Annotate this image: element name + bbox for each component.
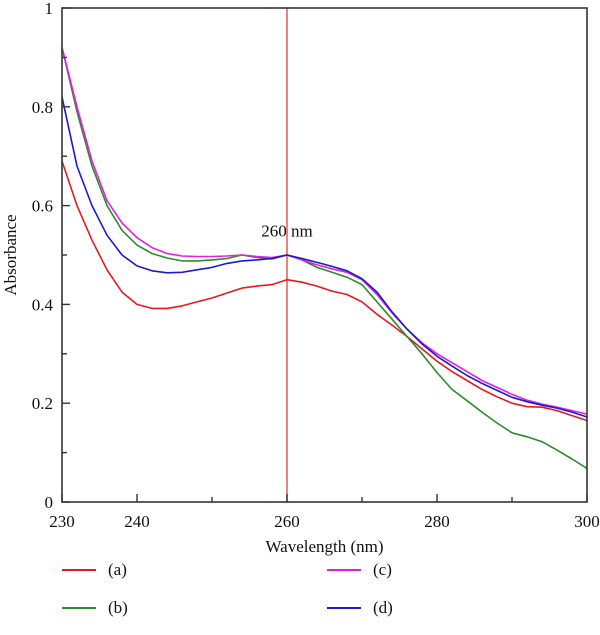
x-axis-title: Wavelength (nm) [265, 537, 383, 556]
y-tick-label: 0 [45, 493, 54, 512]
legend-swatch-c [327, 569, 361, 571]
legend-label-c: (c) [373, 560, 392, 579]
axes-layer: 230 240 260 280 300 0 0.2 0.4 0.6 0.8 1 [32, 0, 600, 531]
legend-item-c: (c) [327, 560, 392, 580]
x-tick-label: 240 [124, 512, 150, 531]
legend-swatch-a [62, 569, 96, 571]
legend-label-d: (d) [373, 598, 393, 617]
y-tick-label: 1 [45, 0, 54, 18]
legend-item-a: (a) [62, 560, 127, 580]
legend-swatch-d [327, 607, 361, 609]
legend-item-d: (d) [327, 598, 393, 618]
y-tick-label: 0.6 [32, 197, 53, 216]
x-tick-label: 260 [274, 512, 300, 531]
y-axis-title: Absorbance [1, 214, 20, 295]
legend-label-a: (a) [108, 560, 127, 579]
series-layer [61, 47, 588, 470]
legend-swatch-b [62, 607, 96, 609]
series-line-b [61, 47, 588, 470]
legend: (a) (c) (b) (d) [0, 560, 600, 635]
y-tick-label: 0.4 [32, 295, 54, 314]
y-tick-label: 0.8 [32, 98, 53, 117]
series-line-a [61, 160, 588, 422]
x-tick-label: 230 [49, 512, 75, 531]
y-tick-label: 0.2 [32, 394, 53, 413]
series-line-d [61, 96, 588, 418]
peak-annotation-label: 260 nm [261, 221, 312, 240]
series-line-c [61, 47, 588, 415]
legend-item-b: (b) [62, 598, 128, 618]
x-tick-label: 280 [424, 512, 450, 531]
plot-frame [61, 7, 588, 503]
absorbance-chart: 230 240 260 280 300 0 0.2 0.4 0.6 0.8 1 260 nm Wav… [1, 0, 600, 556]
legend-label-b: (b) [108, 598, 128, 617]
x-tick-label: 300 [574, 512, 600, 531]
